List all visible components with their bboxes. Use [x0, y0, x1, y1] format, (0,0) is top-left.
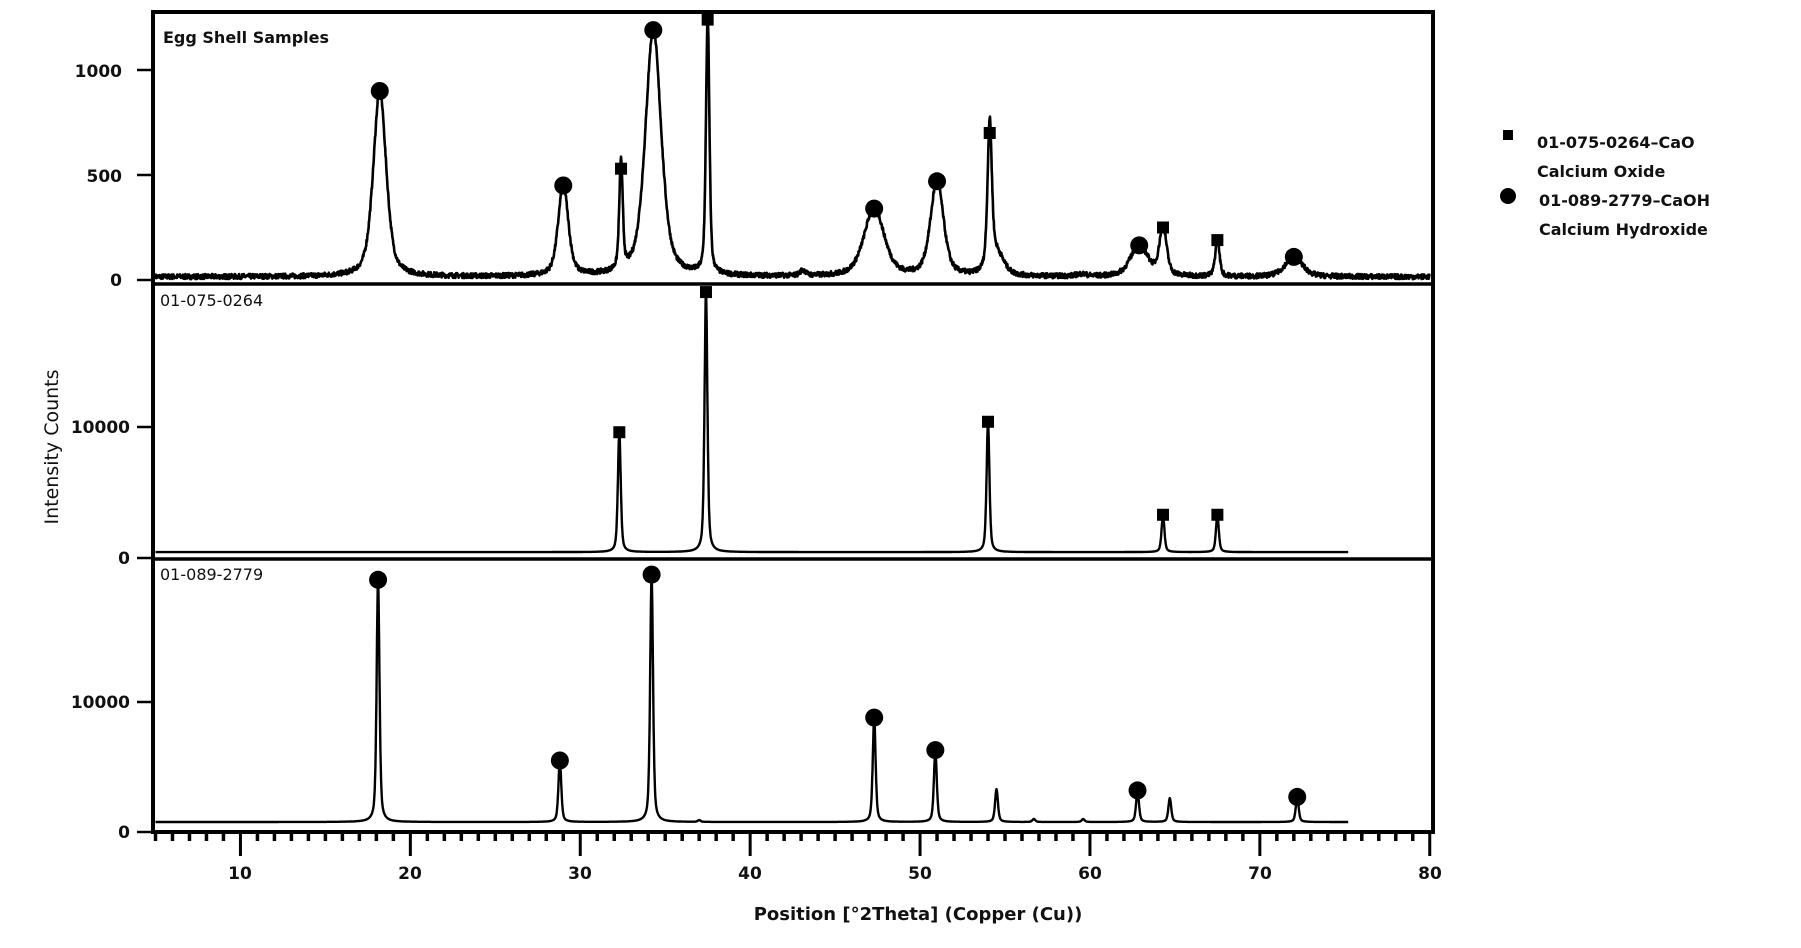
panel-label-egg-shell: Egg Shell Samples: [163, 28, 329, 47]
caoh-circle-marker-icon: [865, 708, 884, 727]
y-tick-label: 10000: [71, 418, 130, 438]
diffraction-line: [154, 573, 1350, 824]
y-tick-labels-bottom: 0 10000: [71, 693, 130, 843]
plot-frame: [151, 10, 1435, 834]
cao-square-marker-icon: [983, 127, 996, 139]
cao-square-marker-icon: [1157, 221, 1170, 234]
x-tick-label: 40: [738, 864, 762, 884]
plot-area: [154, 13, 1432, 824]
panel-0-trace: [154, 15, 1432, 281]
x-tick-label: 70: [1248, 864, 1272, 884]
y-tick-label: 500: [87, 167, 123, 187]
legend-cao-name: Calcium Oxide: [1537, 162, 1665, 181]
x-tick-label: 50: [908, 864, 932, 884]
caoh-circle-marker-icon: [1128, 781, 1147, 800]
y-tick-label: 0: [118, 549, 130, 569]
y-tick-label: 10000: [71, 693, 130, 713]
caoh-circle-marker-icon: [550, 751, 569, 770]
caoh-circle-marker-icon: [554, 176, 573, 195]
cao-square-marker-icon: [699, 286, 712, 299]
caoh-circle-marker-icon: [1288, 787, 1307, 806]
x-tick-labels: 10 20 30 40 50 60 70 80: [228, 864, 1442, 884]
x-tick-label: 20: [398, 864, 422, 884]
panel-2-trace: [154, 573, 1350, 824]
x-tick-label: 60: [1078, 864, 1102, 884]
cao-square-marker-icon: [982, 415, 995, 428]
caoh-circle-marker-icon: [369, 570, 388, 589]
diffraction-line: [154, 290, 1350, 554]
cao-square-marker-icon: [615, 162, 628, 175]
x-tick-label: 80: [1418, 864, 1442, 884]
x-tick-label: 30: [568, 864, 592, 884]
y-tick-labels-top: 0 500 1000: [75, 62, 122, 291]
legend-caoh-name: Calcium Hydroxide: [1539, 220, 1708, 239]
cao-square-marker-icon: [701, 13, 714, 26]
legend-caoh-code: 01-089-2779–CaOH: [1539, 191, 1710, 210]
x-tick-label: 10: [228, 864, 252, 884]
caoh-circle-marker-icon: [644, 21, 663, 40]
legend-cao-code: 01-075-0264–CaO: [1537, 133, 1695, 152]
x-axis-title: Position [°2Theta] (Copper (Cu)): [754, 904, 1083, 925]
square-marker-icon: [1503, 130, 1513, 140]
cao-square-marker-icon: [1211, 508, 1224, 521]
caoh-circle-marker-icon: [1284, 247, 1303, 266]
caoh-circle-marker-icon: [370, 82, 389, 100]
panel-label-caoh-reference: 01-089-2779: [160, 565, 263, 584]
caoh-circle-marker-icon: [928, 172, 947, 191]
cao-square-marker-icon: [1211, 234, 1224, 247]
y-tick-label: 0: [118, 823, 130, 843]
cao-square-marker-icon: [1157, 508, 1170, 521]
legend: 01-075-0264–CaO Calcium Oxide 01-089-277…: [1500, 130, 1710, 239]
axes: [137, 68, 1432, 856]
y-tick-label: 0: [110, 271, 122, 291]
circle-marker-icon: [1500, 188, 1516, 204]
cao-square-marker-icon: [613, 426, 626, 439]
diffraction-line: [154, 15, 1432, 281]
y-tick-label: 1000: [75, 62, 122, 82]
y-tick-labels-middle: 0 10000: [71, 418, 130, 569]
caoh-circle-marker-icon: [926, 741, 945, 760]
y-axis-title: Intensity Counts: [41, 369, 63, 524]
panel-1-trace: [154, 290, 1350, 554]
caoh-circle-marker-icon: [865, 199, 884, 218]
panel-label-cao-reference: 01-075-0264: [160, 291, 263, 310]
caoh-circle-marker-icon: [1130, 236, 1149, 255]
caoh-circle-marker-icon: [642, 565, 661, 584]
